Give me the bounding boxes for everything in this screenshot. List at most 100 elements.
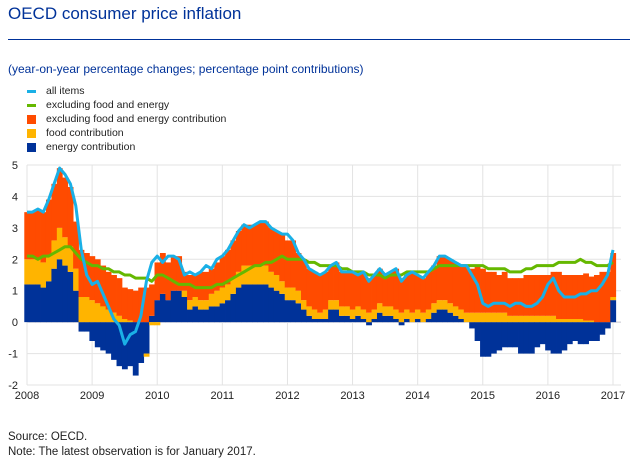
bar-excluding-food-and-energy-contribution <box>121 287 128 319</box>
bar-excluding-food-and-energy-contribution <box>111 275 117 313</box>
bar-energy-contribution <box>252 284 259 323</box>
legend-swatch-excluding-food-energy <box>27 103 36 107</box>
bar-energy-contribution <box>257 284 264 323</box>
bar-food-contribution <box>501 312 508 323</box>
bar-food-contribution <box>94 303 101 323</box>
bar-food-contribution <box>154 322 161 326</box>
bar-energy-contribution <box>56 259 63 323</box>
bar-excluding-food-and-energy-contribution <box>170 256 177 291</box>
bar-excluding-food-and-energy-contribution <box>29 212 36 260</box>
bar-food-contribution <box>73 268 79 291</box>
legend-item-core-contribution: excluding food and energy contribution <box>27 112 226 126</box>
bar-food-contribution <box>306 306 313 316</box>
bar-energy-contribution <box>523 322 530 354</box>
bar-excluding-food-and-energy-contribution <box>295 253 302 291</box>
bar-energy-contribution <box>588 322 595 341</box>
bar-energy-contribution <box>512 322 519 348</box>
bar-energy-contribution <box>534 322 541 348</box>
bar-energy-contribution <box>230 293 237 323</box>
bar-excluding-food-and-energy-contribution <box>116 278 123 316</box>
bar-excluding-food-and-energy-contribution <box>507 278 514 316</box>
bar-excluding-food-and-energy-contribution <box>214 262 221 291</box>
chart-subtitle: (year-on-year percentage changes; percen… <box>8 62 364 76</box>
bar-energy-contribution <box>176 290 183 323</box>
x-tick-label: 2010 <box>145 390 169 402</box>
bar-energy-contribution <box>442 309 448 323</box>
bar-energy-contribution <box>214 306 221 323</box>
bar-food-contribution <box>268 271 275 288</box>
bar-excluding-food-and-energy-contribution <box>583 273 589 321</box>
bar-food-contribution <box>67 246 74 272</box>
bar-energy-contribution <box>100 322 107 351</box>
bar-energy-contribution <box>604 322 611 329</box>
bar-food-contribution <box>420 312 427 323</box>
y-tick-label: 0 <box>12 317 18 329</box>
bar-food-contribution <box>523 315 530 323</box>
bar-food-contribution <box>197 300 204 310</box>
bar-food-contribution <box>382 306 389 316</box>
bar-food-contribution <box>279 281 286 294</box>
bar-excluding-food-and-energy-contribution <box>311 271 318 310</box>
bar-excluding-food-and-energy-contribution <box>225 249 231 285</box>
bar-energy-contribution <box>290 300 296 323</box>
bar-food-contribution <box>463 312 470 323</box>
bar-food-contribution <box>528 315 535 323</box>
bar-food-contribution <box>393 309 400 319</box>
bar-food-contribution <box>534 315 541 323</box>
bar-food-contribution <box>246 265 253 285</box>
bar-food-contribution <box>100 306 107 323</box>
bar-energy-contribution <box>328 309 334 323</box>
x-tick-label: 2016 <box>536 390 560 402</box>
bar-excluding-food-and-energy-contribution <box>463 265 470 313</box>
x-tick-label: 2008 <box>15 390 39 402</box>
bar-excluding-food-and-energy-contribution <box>132 290 139 323</box>
bar-food-contribution <box>56 227 63 260</box>
bar-excluding-food-and-energy-contribution <box>181 271 188 291</box>
bar-energy-contribution <box>24 284 31 323</box>
bar-excluding-food-and-energy-contribution <box>447 259 454 304</box>
legend-swatch-all-items <box>27 89 36 93</box>
bar-energy-contribution <box>273 290 280 323</box>
bar-excluding-food-and-energy-contribution <box>534 275 541 316</box>
bar-food-contribution <box>322 309 329 319</box>
bar-excluding-food-and-energy-contribution <box>51 183 58 241</box>
bar-excluding-food-and-energy-contribution <box>89 256 96 301</box>
bar-food-contribution <box>24 259 31 285</box>
bar-energy-contribution <box>539 322 546 345</box>
bar-food-contribution <box>284 287 291 301</box>
line-all-items <box>27 166 615 346</box>
bar-excluding-food-and-energy-contribution <box>501 271 508 313</box>
bar-food-contribution <box>121 319 128 323</box>
bar-food-contribution <box>338 306 345 316</box>
bar-excluding-food-and-energy-contribution <box>127 289 134 321</box>
bar-food-contribution <box>452 306 459 316</box>
bar-food-contribution <box>447 303 454 313</box>
bar-excluding-food-and-energy-contribution <box>442 256 448 301</box>
legend-item-food-contribution: food contribution <box>27 126 226 140</box>
x-tick-label: 2014 <box>405 390 429 402</box>
bar-excluding-food-and-energy-contribution <box>246 224 253 266</box>
bar-excluding-food-and-energy-contribution <box>371 275 378 310</box>
bar-excluding-food-and-energy-contribution <box>235 231 242 272</box>
bar-food-contribution <box>203 300 210 310</box>
bar-food-contribution <box>301 300 307 310</box>
bar-food-contribution <box>89 300 96 323</box>
bar-energy-contribution <box>89 322 96 341</box>
bar-food-contribution <box>409 312 416 323</box>
bar-food-contribution <box>208 293 215 307</box>
bar-energy-contribution <box>279 293 286 323</box>
bar-excluding-food-and-energy-contribution <box>349 271 356 310</box>
bar-excluding-food-and-energy-contribution <box>241 224 248 266</box>
x-tick-label: 2009 <box>80 390 104 402</box>
bar-excluding-food-and-energy-contribution <box>284 240 291 288</box>
bar-energy-contribution <box>187 309 193 323</box>
bar-excluding-food-and-energy-contribution <box>518 278 524 316</box>
line-excluding-food-and-energy <box>27 245 614 290</box>
bar-energy-contribution <box>301 309 307 323</box>
bar-excluding-food-and-energy-contribution <box>604 271 611 323</box>
bar-energy-contribution <box>556 322 562 354</box>
x-tick-label: 2011 <box>211 390 235 402</box>
bar-energy-contribution <box>414 319 421 323</box>
bar-food-contribution <box>295 290 302 304</box>
y-tick-label: 4 <box>12 191 18 203</box>
